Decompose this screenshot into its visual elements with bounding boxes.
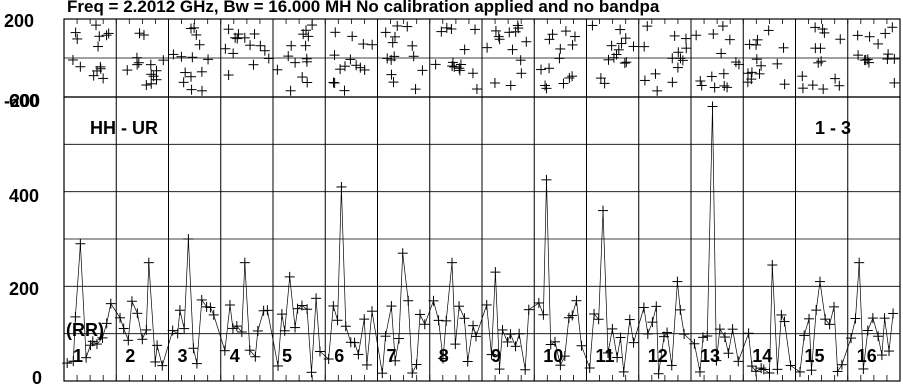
chart-title: Freq = 2.2012 GHz, Bw = 16.000 MH No cal… — [67, 0, 660, 16]
amplitude-series — [62, 101, 899, 379]
scan-label: 2 — [125, 346, 135, 366]
ytick-0: 0 — [32, 368, 42, 386]
ytick-400: 400 — [9, 186, 39, 206]
scan-label: 7 — [387, 346, 397, 366]
scan-label: 12 — [648, 346, 668, 366]
scan-label: 10 — [543, 346, 563, 366]
scan-label: 11 — [596, 346, 615, 366]
ytick-200: 200 — [9, 279, 39, 299]
scan-label: 5 — [282, 346, 292, 366]
scan-label: 14 — [752, 346, 772, 366]
scan-label: 1 — [73, 346, 83, 366]
ytick-600: 600 — [9, 91, 39, 111]
scan-label: 15 — [805, 346, 825, 366]
scan-label: 6 — [334, 346, 344, 366]
grid-lines — [63, 19, 901, 382]
scan-label: 3 — [178, 346, 188, 366]
baseline-label: HH - UR — [90, 118, 158, 138]
scan-label: 9 — [491, 346, 501, 366]
scan-label: 16 — [857, 346, 877, 366]
scan-label: 4 — [230, 346, 240, 366]
top-ylabel-neg200: -200 — [4, 91, 40, 111]
scan-label: 8 — [439, 346, 449, 366]
scan-label: 13 — [700, 346, 720, 366]
scan-labels: 1 2 3 4 5 6 7 8 9 10 11 12 13 14 15 16 — [73, 346, 877, 366]
page-label: 1 - 3 — [815, 118, 851, 138]
amplitude-trace — [67, 106, 894, 375]
top-ylabel-200: 200 — [4, 11, 34, 31]
phase-series — [67, 20, 900, 96]
polarization-label: (RR) — [66, 320, 104, 340]
